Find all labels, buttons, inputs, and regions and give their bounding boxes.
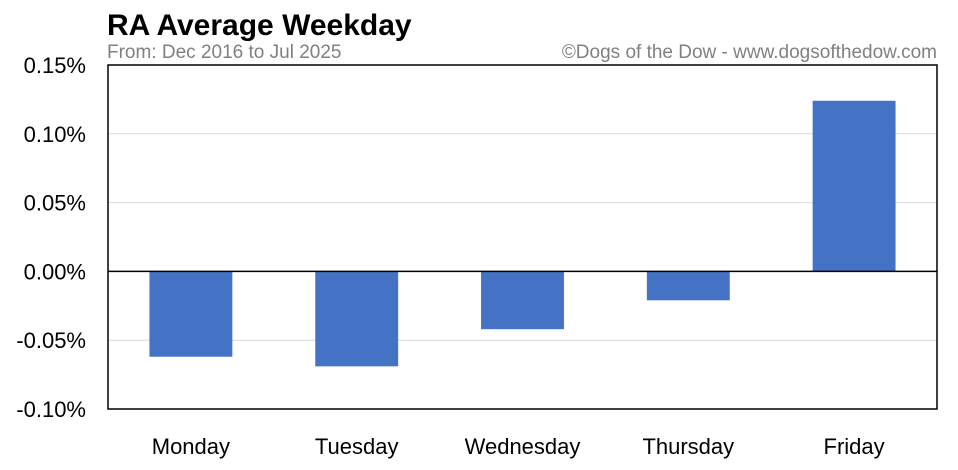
bar — [646, 271, 730, 301]
chart-title: RA Average Weekday — [107, 9, 412, 42]
y-tick-label: 0.10% — [24, 122, 86, 147]
bar — [149, 271, 233, 357]
bar — [481, 271, 564, 330]
y-tick-label: -0.05% — [16, 328, 86, 353]
x-tick-label: Tuesday — [315, 434, 399, 459]
x-tick-label: Monday — [152, 434, 230, 459]
y-tick-labels: -0.10% -0.05% 0.00% 0.05% 0.10% 0.15% — [16, 53, 86, 422]
bar — [315, 271, 399, 367]
plot-frame — [107, 64, 938, 410]
y-tick-label: 0.00% — [24, 259, 86, 284]
chart-subtitle: From: Dec 2016 to Jul 2025 — [107, 42, 341, 63]
axes — [107, 64, 938, 410]
y-tick-label: -0.10% — [16, 397, 86, 422]
chart-credit: ©Dogs of the Dow - www.dogsofthedow.com — [562, 42, 937, 63]
x-tick-label: Thursday — [642, 434, 734, 459]
x-tick-label: Friday — [824, 434, 885, 459]
y-tick-label: 0.15% — [24, 53, 86, 78]
bar — [812, 100, 896, 272]
x-tick-label: Wednesday — [465, 434, 581, 459]
x-tick-labels: Monday Tuesday Wednesday Thursday Friday — [152, 434, 885, 459]
bars — [149, 100, 896, 367]
y-tick-label: 0.05% — [24, 191, 86, 216]
